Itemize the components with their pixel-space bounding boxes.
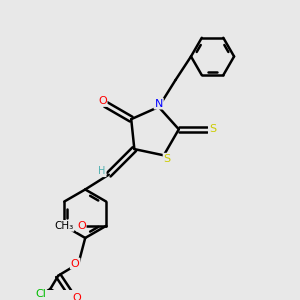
Text: O: O <box>73 293 82 300</box>
Text: S: S <box>209 124 216 134</box>
Text: CH₃: CH₃ <box>54 221 74 231</box>
Text: O: O <box>77 221 86 231</box>
Text: N: N <box>154 99 163 109</box>
Text: O: O <box>98 96 106 106</box>
Text: O: O <box>71 259 80 269</box>
Text: S: S <box>164 154 171 164</box>
Text: Cl: Cl <box>35 289 46 299</box>
Text: H: H <box>98 166 106 176</box>
